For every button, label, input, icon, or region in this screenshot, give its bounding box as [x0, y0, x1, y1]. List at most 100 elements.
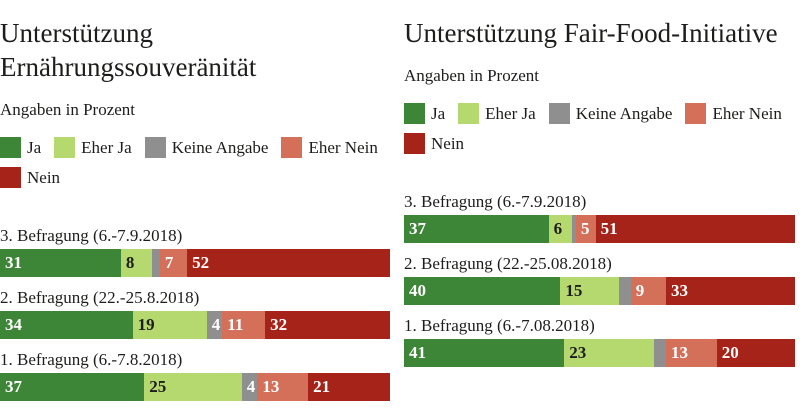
bar-segment-eher-ja: 6 [548, 215, 573, 243]
segment-value: 13 [262, 377, 280, 396]
segment-value: 8 [125, 253, 135, 272]
row-label: 1. Befragung (6.-7.08.2018) [404, 316, 595, 335]
bar-segment-nein: 51 [595, 215, 795, 243]
bar-segment-ja: 37 [0, 373, 145, 401]
legend-label: Keine Angabe [171, 138, 269, 157]
legend-item-nein: Nein [404, 133, 464, 154]
chart-fair-food-initiative: Unterstützung Fair-Food-Initiative Angab… [404, 16, 795, 412]
bar-segment-nein: 32 [265, 311, 390, 339]
bar-segment-keine-angabe: 4 [206, 311, 223, 339]
stacked-bar: 34 19 4 11 32 [0, 311, 390, 339]
segment-value: 37 [5, 377, 22, 396]
bar-segment-keine-angabe [152, 249, 160, 277]
segment-value: 19 [137, 315, 155, 334]
bar-segment-eher-nein: 5 [576, 215, 596, 243]
legend-label: Eher Nein [308, 138, 378, 157]
legend-label: Eher Nein [712, 104, 782, 123]
bar-segment-eher-ja: 15 [560, 277, 620, 305]
stacked-bar: 37 25 4 13 21 [0, 373, 390, 401]
bar-segment-eher-nein: 13 [665, 339, 717, 367]
stacked-bar: 40 15 9 33 [404, 277, 795, 305]
bar-segment-nein: 52 [187, 249, 390, 277]
legend-label: Ja [27, 138, 42, 157]
chart-subtitle: Angaben in Prozent [0, 100, 136, 119]
legend-label: Nein [431, 134, 465, 153]
row-label: 2. Befragung (22.-25.08.2018) [404, 254, 612, 273]
bar-segment-ja: 41 [404, 339, 565, 367]
segment-value: 32 [270, 315, 288, 334]
segment-value: 9 [635, 281, 645, 300]
bar-segment-nein: 33 [665, 277, 795, 305]
legend-swatch-nein [0, 167, 21, 188]
segment-value: 34 [5, 315, 22, 334]
stacked-bar: 37 6 5 51 [404, 215, 795, 243]
bar-segment-keine-angabe [572, 215, 577, 243]
bar-segment-ja: 31 [0, 249, 121, 277]
legend-item-keine-angabe: Keine Angabe [548, 103, 673, 124]
chart-subtitle: Angaben in Prozent [404, 66, 540, 85]
bar-segment-keine-angabe [654, 339, 666, 367]
segment-value: 37 [409, 219, 426, 238]
segment-value: 40 [409, 281, 426, 300]
legend-swatch-nein [404, 133, 425, 154]
segment-value: 11 [227, 315, 244, 334]
bar-segment-eher-ja: 25 [144, 373, 242, 401]
legend-item-eher-nein: Eher Nein [685, 103, 782, 124]
stacked-bar: 41 23 13 20 [404, 339, 795, 367]
segment-value: 31 [5, 253, 22, 272]
bar-segment-ja: 37 [404, 215, 549, 243]
segment-value: 52 [192, 253, 210, 272]
bar-segment-eher-nein: 9 [630, 277, 666, 305]
segment-value: 5 [581, 219, 590, 238]
legend-label: Ja [431, 104, 446, 123]
segment-value: 51 [600, 219, 618, 238]
legend-swatch-eher-ja [458, 103, 480, 124]
legend-label: Eher Ja [81, 138, 132, 157]
legend-item-nein: Nein [0, 167, 60, 188]
segment-value: 6 [553, 219, 563, 238]
legend-label: Nein [27, 168, 61, 187]
legend-label: Eher Ja [485, 104, 536, 123]
bar-rows: 3. Befragung (6.-7.9.2018) 37 6 5 51 2. Befra… [404, 192, 795, 367]
legend: Ja Eher Ja Keine Angabe Eher Nein Nein [404, 103, 795, 154]
row-label: 3. Befragung (6.-7.9.2018) [0, 226, 183, 245]
bar-segment-eher-ja: 19 [132, 311, 207, 339]
legend-swatch-ja [0, 137, 21, 158]
segment-value: 7 [164, 253, 174, 272]
bar-segment-eher-nein: 13 [257, 373, 309, 401]
segment-value: 23 [569, 343, 587, 362]
row-label: 2. Befragung (22.-25.8.2018) [0, 288, 200, 307]
chart-title: Unterstützung Ernährungssouveränität [0, 18, 257, 82]
legend-item-ja: Ja [404, 103, 445, 124]
row-label: 1. Befragung (6.-7.8.2018) [0, 350, 183, 369]
chart-title: Unterstützung Fair-Food-Initiative [404, 18, 778, 48]
legend-swatch-keine-angabe [548, 103, 570, 124]
bar-segment-keine-angabe [619, 277, 631, 305]
segment-value: 33 [670, 281, 688, 300]
segment-value: 15 [565, 281, 583, 300]
bar-segment-ja: 40 [404, 277, 561, 305]
legend-swatch-ja [404, 103, 425, 124]
segment-value: 25 [149, 377, 167, 396]
segment-value: 4 [246, 377, 256, 396]
legend-item-eher-ja: Eher Ja [458, 103, 536, 124]
segment-value: 21 [313, 377, 331, 396]
legend-item-eher-ja: Eher Ja [54, 137, 132, 158]
segment-value: 20 [721, 343, 739, 362]
legend-swatch-eher-ja [54, 137, 76, 158]
bar-segment-keine-angabe: 4 [241, 373, 258, 401]
row-label: 3. Befragung (6.-7.9.2018) [404, 192, 587, 211]
legend-label: Keine Angabe [575, 104, 673, 123]
segment-value: 4 [211, 315, 221, 334]
bar-segment-eher-ja: 23 [564, 339, 655, 367]
bar-segment-nein: 21 [308, 373, 390, 401]
legend: Ja Eher Ja Keine Angabe Eher Nein Nein [0, 137, 390, 188]
bar-rows: 3. Befragung (6.-7.9.2018) 31 8 7 52 2. Befra… [0, 226, 390, 401]
bar-segment-ja: 34 [0, 311, 133, 339]
legend-swatch-keine-angabe [144, 137, 166, 158]
bar-segment-nein: 20 [716, 339, 795, 367]
bar-segment-eher-nein: 7 [159, 249, 188, 277]
chart-ernaehrungssouveraenitaet: Unterstützung Ernährungssouveränität Ang… [0, 16, 390, 412]
bar-segment-eher-ja: 8 [120, 249, 153, 277]
